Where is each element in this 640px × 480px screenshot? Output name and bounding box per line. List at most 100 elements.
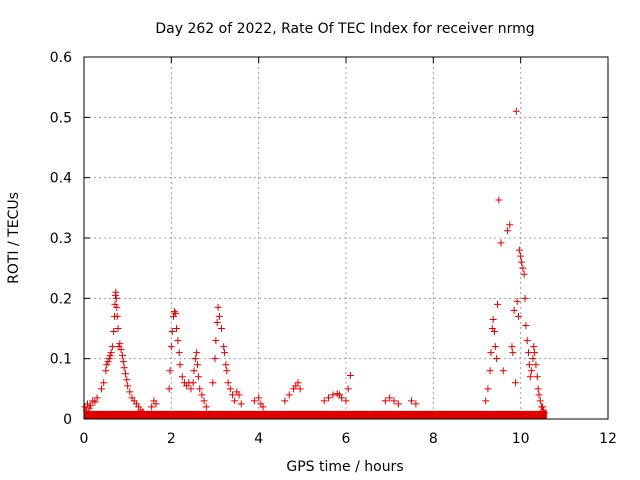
data-point <box>198 391 206 399</box>
grid-lines <box>84 57 608 419</box>
data-point <box>519 264 527 272</box>
data-point <box>113 303 121 311</box>
data-point <box>97 385 105 393</box>
data-point <box>342 397 350 405</box>
data-point <box>194 373 202 381</box>
y-tick-label: 0.2 <box>50 291 72 307</box>
data-point <box>536 397 544 405</box>
data-point <box>510 306 518 314</box>
data-point <box>168 328 176 336</box>
data-point <box>123 376 131 384</box>
data-point <box>215 312 223 320</box>
data-point <box>515 246 523 254</box>
data-point <box>119 358 127 366</box>
data-point <box>106 352 114 360</box>
data-point <box>344 385 352 393</box>
data-point <box>166 367 174 375</box>
y-tick-label: 0.3 <box>50 231 72 247</box>
data-point <box>191 355 199 363</box>
data-point <box>522 321 530 329</box>
data-point <box>228 391 236 399</box>
data-point <box>520 270 528 278</box>
data-point <box>484 385 492 393</box>
data-point <box>518 258 526 266</box>
data-point <box>539 403 546 411</box>
data-point <box>281 397 289 405</box>
data-point <box>220 343 228 351</box>
data-point <box>534 385 542 393</box>
data-point <box>178 373 186 381</box>
y-axis-label: ROTI / TECUs <box>6 192 22 284</box>
data-point <box>173 325 181 332</box>
data-point <box>100 379 108 387</box>
data-point <box>120 364 128 372</box>
data-point <box>325 394 333 402</box>
data-point <box>346 372 354 380</box>
y-tick-label: 0 <box>63 412 72 428</box>
data-point <box>187 385 195 393</box>
data-point <box>512 107 520 115</box>
data-point <box>117 346 125 354</box>
data-point <box>213 318 221 326</box>
x-tick-label: 2 <box>167 431 176 447</box>
data-point <box>513 297 521 305</box>
data-point <box>486 367 494 375</box>
data-point <box>175 349 183 357</box>
data-point <box>390 397 398 405</box>
data-point <box>541 409 549 417</box>
data-point <box>107 349 115 357</box>
y-tick-label: 0.5 <box>50 110 72 126</box>
y-tick-label: 0.1 <box>50 352 72 368</box>
data-point <box>529 355 537 363</box>
data-point <box>202 403 210 411</box>
data-point <box>211 355 219 363</box>
data-point <box>139 408 147 416</box>
data-point <box>112 294 120 302</box>
data-point <box>514 312 522 320</box>
data-point <box>504 227 512 235</box>
data-point <box>112 288 120 296</box>
data-point <box>528 367 536 375</box>
x-tick-label: 8 <box>429 431 438 447</box>
data-point <box>104 358 112 366</box>
data-point <box>83 400 91 408</box>
data-point <box>165 385 173 393</box>
data-point <box>231 397 239 405</box>
x-tick-label: 6 <box>342 431 351 447</box>
data-point <box>509 349 517 357</box>
data-point <box>487 349 495 357</box>
data-point <box>222 361 230 369</box>
data-point <box>102 367 110 375</box>
data-point <box>105 355 113 363</box>
data-point <box>531 349 539 357</box>
x-tick-label: 10 <box>512 431 530 447</box>
data-point <box>386 394 394 402</box>
x-axis-label: GPS time / hours <box>286 459 403 475</box>
x-tick-label: 0 <box>80 431 89 447</box>
data-point <box>526 373 534 381</box>
data-point <box>193 349 201 357</box>
plot-frame <box>83 56 609 420</box>
data-point <box>508 343 516 351</box>
data-point <box>124 382 132 390</box>
data-point <box>394 400 402 408</box>
data-point <box>521 294 529 302</box>
baseline-noise-band <box>84 410 547 419</box>
data-point <box>491 343 499 351</box>
data-point <box>285 391 293 399</box>
data-point <box>482 397 490 405</box>
data-point <box>523 337 531 345</box>
data-point <box>214 303 222 311</box>
data-point <box>499 367 507 375</box>
data-point <box>296 385 304 393</box>
data-point <box>121 370 129 378</box>
data-point <box>535 391 543 399</box>
data-point <box>108 343 116 351</box>
x-tick-label: 4 <box>254 431 263 447</box>
axis-ticks: 0 2 4 6 8 10 12 0 0.1 0.2 0.3 0.4 0.5 0.6 <box>50 50 617 447</box>
data-point <box>114 325 122 332</box>
data-point <box>111 300 119 308</box>
data-point <box>170 308 178 316</box>
data-point <box>329 391 337 399</box>
